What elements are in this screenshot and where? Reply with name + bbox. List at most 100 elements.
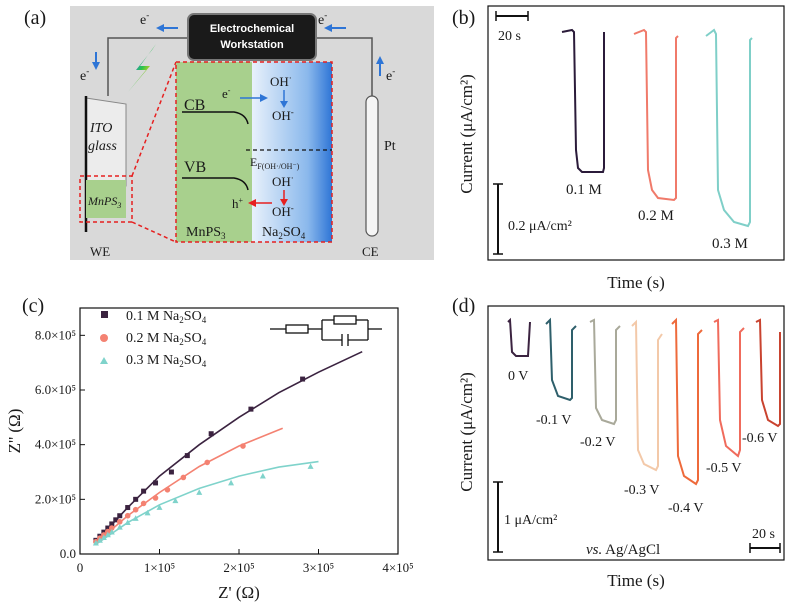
mnps3-big-label: MnPS3 <box>186 225 226 241</box>
legend-marker-0.2M <box>100 334 108 342</box>
data-point-series-2 <box>228 479 235 486</box>
y-tick-label: 0.0 <box>60 546 76 561</box>
series-label-minus-0.4V: -0.4 V <box>668 501 704 516</box>
current-scale-label-d: 1 μA/cm² <box>504 513 557 528</box>
data-point-series-2 <box>259 472 266 479</box>
panel-c-ylabel: Z'' (Ω) <box>5 409 24 454</box>
fermi-level-label: EF(OH·/OH⁻) <box>250 155 300 171</box>
panel-c: (c) 0 1×10⁵ 2×10⁵ 3×10⁵ 4×10⁵ 0.0 2.0×10⁵ 4.0×1… <box>5 295 414 602</box>
panel-b-frame <box>487 5 785 261</box>
data-point-series-0 <box>208 431 214 437</box>
current-scale-label-b: 0.2 μA/cm² <box>508 219 572 234</box>
panel-b-ylabel: Current (μA/cm²) <box>457 74 476 193</box>
electron-arrow-right-up: e- <box>376 56 395 84</box>
svg-text:e-: e- <box>386 66 395 84</box>
trace-minus-0.2V <box>589 318 621 426</box>
y-tick-label: 2.0×10⁵ <box>35 491 76 506</box>
electron-arrow-top-left: e- <box>140 10 178 32</box>
series-label-0.1M: 0.1 M <box>566 182 602 198</box>
data-point-series-0 <box>117 513 123 519</box>
data-point-series-1 <box>240 443 246 449</box>
data-point-series-2 <box>196 489 203 495</box>
panel-d-xlabel: Time (s) <box>607 571 664 590</box>
data-point-series-0 <box>248 406 254 412</box>
x-tick-label: 0 <box>77 560 84 575</box>
trace-0.1M <box>561 28 605 173</box>
legend-label-0.1M: 0.1 M Na2SO4 <box>126 309 207 325</box>
trace-0.2M <box>633 28 679 202</box>
time-scale-label-d: 20 s <box>752 527 775 542</box>
data-point-series-0 <box>125 505 131 511</box>
oh-minus-bottom: OH- <box>272 203 294 219</box>
legend-marker-0.1M <box>101 311 108 318</box>
trace-0.3M <box>705 28 753 228</box>
oh-minus-top: OH- <box>272 107 294 123</box>
x-tick-label: 4×10⁵ <box>382 560 413 575</box>
circuit-wire-right <box>316 37 373 96</box>
data-point-series-0 <box>105 525 111 531</box>
data-point-series-2 <box>108 528 115 535</box>
y-tick-label: 8.0×10⁵ <box>35 327 76 342</box>
data-point-series-2 <box>132 515 139 521</box>
data-point-series-1 <box>105 528 111 535</box>
trace-minus-0.6V <box>755 318 781 428</box>
series-label-0.3M: 0.3 M <box>712 236 748 252</box>
fit-line-series-1 <box>95 427 284 544</box>
panel-c-xlabel: Z' (Ω) <box>218 583 260 602</box>
electron-arrow-top-right: e- <box>318 10 346 32</box>
hole-label: h+ <box>232 196 244 211</box>
electrolyte-region <box>252 62 332 242</box>
trace-minus-0.5V <box>713 318 745 458</box>
equivalent-circuit-icon <box>270 315 382 346</box>
series-label-0.2M: 0.2 M <box>638 208 674 224</box>
svg-text:e-: e- <box>318 10 327 28</box>
panel-a-label: (a) <box>24 7 46 29</box>
data-point-series-0 <box>300 376 306 382</box>
mnps3-small-label: MnPS3 <box>87 194 121 210</box>
data-point-series-2 <box>172 497 179 504</box>
cb-band <box>182 111 249 125</box>
panel-c-fit-lines <box>95 350 363 546</box>
pt-label: Pt <box>384 139 396 154</box>
vb-label: VB <box>184 159 206 176</box>
data-point-series-0 <box>109 521 115 527</box>
panel-d: (d) 0 V -0.1 V -0.2 V -0.3 V -0.4 V -0.5… <box>452 295 785 590</box>
cb-electron: e- <box>222 86 231 101</box>
workstation-label-line1: Electrochemical <box>210 23 294 35</box>
trace-minus-0.4V <box>671 317 703 486</box>
panel-c-points <box>92 376 314 546</box>
data-point-series-1 <box>132 506 139 513</box>
vb-band <box>182 177 249 191</box>
series-label-minus-0.6V: -0.6 V <box>742 431 778 446</box>
electron-arrow-left-down: e- <box>80 52 100 84</box>
panel-b: (b) 20 s 0.2 μA/cm² 0.1 M 0.2 M 0.3 M Cu… <box>452 5 785 292</box>
data-point-series-1 <box>152 495 159 501</box>
na2so4-label: Na2SO4 <box>262 225 306 241</box>
data-point-series-1 <box>140 500 147 507</box>
data-point-series-0 <box>133 496 139 502</box>
legend-marker-0.3M <box>100 357 108 364</box>
data-point-series-2 <box>144 509 151 516</box>
panel-a: (a) Electrochemical Workstation e- e- e-… <box>24 6 434 260</box>
trace-minus-0.1V <box>545 317 577 402</box>
panel-d-frame <box>487 305 785 561</box>
data-point-series-0 <box>141 488 147 494</box>
ito-label: ITO <box>89 121 112 136</box>
series-label-minus-0.5V: -0.5 V <box>706 461 742 476</box>
data-point-series-1 <box>109 525 115 531</box>
pt-counter-electrode <box>365 95 379 237</box>
light-bolt-icon <box>128 44 156 92</box>
data-point-series-1 <box>116 518 123 525</box>
x-tick-label: 2×10⁵ <box>223 560 254 575</box>
svg-text:e-: e- <box>140 10 149 28</box>
fit-line-series-0 <box>95 350 363 543</box>
cb-label: CB <box>184 97 205 114</box>
reference-electrode-label: vs. Ag/AgCl <box>586 542 660 558</box>
panel-c-label: (c) <box>22 295 44 317</box>
y-tick-label: 6.0×10⁵ <box>35 382 76 397</box>
data-point-series-1 <box>164 486 171 493</box>
we-label: WE <box>90 244 110 259</box>
electrochemical-workstation-box <box>187 13 317 61</box>
mnps3-film <box>86 180 126 218</box>
